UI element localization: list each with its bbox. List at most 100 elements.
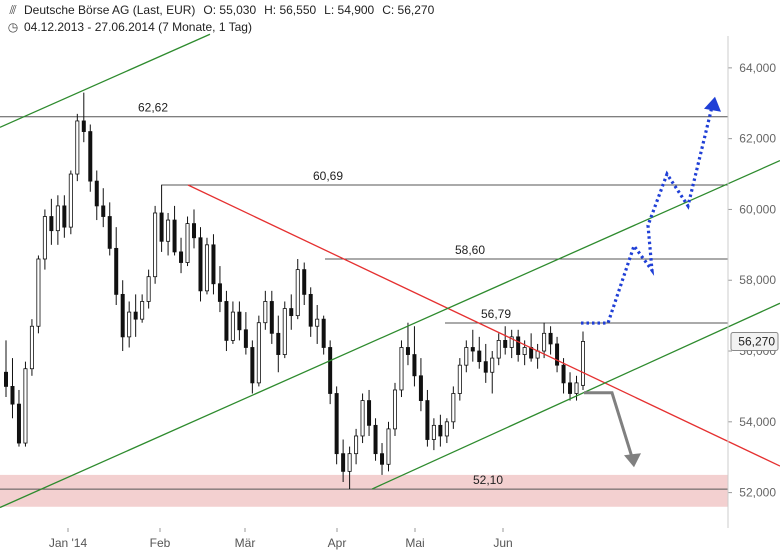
x-tick-label: Jan '14 — [49, 536, 88, 550]
channel-middle-line — [0, 159, 780, 509]
candle-body — [276, 332, 281, 355]
chart-header: ⫻ Deutsche Börse AG (Last, EUR) O: 55,030 H… — [6, 3, 434, 18]
instrument-name: Deutsche Börse AG (Last, EUR) — [24, 3, 196, 17]
clock-icon: ◷ — [7, 20, 19, 34]
candle-body — [418, 375, 423, 401]
candle-body — [328, 347, 333, 394]
candle-body — [522, 347, 527, 355]
candle-body — [548, 332, 553, 345]
candle-body — [289, 308, 294, 317]
candle-body — [315, 318, 320, 327]
x-tick-label: Feb — [150, 536, 171, 550]
candle-body — [10, 386, 15, 405]
y-tick-label: 58,000 — [739, 273, 776, 287]
candle-body — [224, 301, 229, 341]
candle-body — [179, 251, 184, 263]
candle-body — [153, 212, 158, 278]
channel-upper-left — [0, 33, 211, 128]
candle-body — [94, 180, 99, 207]
level-label: 62,62 — [138, 101, 168, 115]
candle-body — [230, 311, 235, 341]
candle-body — [470, 347, 475, 352]
candle-body — [574, 382, 579, 394]
candle-body — [263, 301, 268, 324]
candle-body — [399, 347, 404, 391]
candle-body — [23, 368, 28, 444]
candle-body — [120, 293, 125, 338]
candle-body — [386, 428, 391, 465]
level-label: 52,10 — [473, 473, 503, 487]
candle-body — [561, 364, 566, 384]
x-tick-label: Mär — [235, 536, 256, 550]
candle-body — [217, 283, 222, 302]
candle-body — [36, 258, 41, 327]
candle-body — [516, 336, 521, 355]
candle-body — [81, 120, 86, 132]
candle-body — [133, 311, 138, 320]
candle-body — [192, 223, 197, 239]
candle-body — [75, 120, 80, 175]
close-value: C: 56,270 — [382, 3, 435, 17]
candle-body — [243, 329, 248, 348]
candle-body — [321, 318, 326, 348]
candle-body — [380, 453, 385, 465]
candle-body — [444, 421, 449, 437]
candle-body — [438, 424, 443, 437]
high-value: H: 56,550 — [264, 3, 317, 17]
candle-body — [496, 340, 501, 359]
y-tick-label: 52,000 — [739, 486, 776, 500]
candle-body — [140, 301, 145, 320]
y-tick-label: 54,000 — [739, 415, 776, 429]
candle-body — [282, 308, 287, 355]
candle-body — [490, 357, 495, 373]
candle-body — [295, 269, 300, 317]
candle-body — [373, 424, 378, 455]
candle-body — [360, 400, 365, 437]
candle-body — [127, 311, 132, 338]
candle-body — [55, 205, 60, 232]
candle-body — [334, 393, 339, 455]
candle-body — [555, 343, 560, 366]
period-text: 04.12.2013 - 27.06.2014 (7 Monate, 1 Tag… — [24, 20, 252, 34]
candle-body — [101, 205, 106, 217]
candle-body — [425, 400, 430, 440]
candle-body — [354, 435, 359, 455]
bullish-scenario-path — [581, 106, 714, 325]
candle-body — [269, 301, 274, 334]
candle-body — [114, 247, 119, 295]
support-zone — [0, 474, 728, 507]
candle-body — [250, 347, 255, 384]
candle-body — [204, 244, 209, 292]
channel-lower-line — [371, 302, 780, 490]
y-tick-label: 60,000 — [739, 202, 776, 216]
x-tick-label: Apr — [328, 536, 347, 550]
candle-body — [159, 212, 164, 242]
candle-body — [412, 354, 417, 377]
last-price-box — [730, 331, 779, 351]
candle-body — [405, 347, 410, 355]
bullish-arrow-head — [704, 96, 721, 112]
candle-body — [503, 340, 508, 348]
candle-body — [62, 205, 67, 228]
level-label: 58,60 — [455, 243, 485, 257]
y-tick-label: 62,000 — [739, 132, 776, 146]
last-price-label: 56,270 — [738, 334, 775, 348]
candle-body — [172, 219, 177, 253]
candle-body — [107, 216, 112, 249]
candle-body — [568, 382, 573, 394]
level-label: 56,79 — [481, 307, 511, 321]
candle-body — [341, 453, 346, 472]
candle-body — [29, 325, 34, 370]
candle-body — [237, 311, 242, 331]
low-value: L: 54,900 — [324, 3, 375, 17]
candle-body — [4, 371, 9, 387]
candle-body — [68, 173, 73, 228]
candle-body — [483, 361, 488, 373]
candle-body — [42, 216, 47, 260]
candle-body — [477, 350, 482, 363]
candle-body — [367, 400, 372, 426]
candle-body — [308, 293, 313, 327]
candle-body — [464, 347, 469, 366]
candle-body — [88, 131, 93, 182]
y-tick-label: 64,000 — [739, 61, 776, 75]
